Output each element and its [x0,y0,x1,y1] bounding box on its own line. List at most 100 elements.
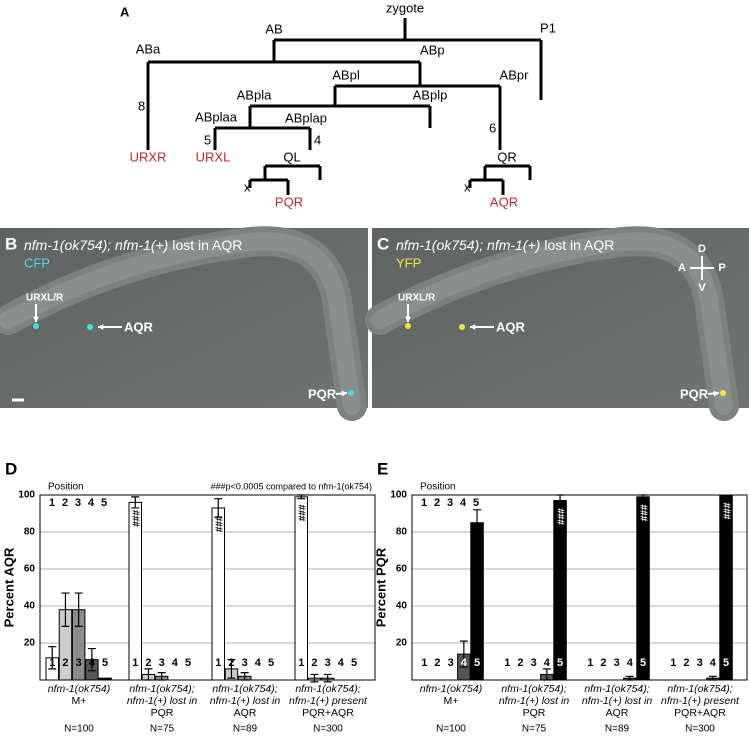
arrow-head [33,316,39,322]
bar-position-label: 2 [517,657,523,669]
n-label: N=75 [522,724,547,735]
y-axis-label: Percent AQR [1,547,16,627]
significance: ### [130,510,141,527]
arrow-head [98,324,104,330]
worm-core [371,232,733,415]
n-label: N=300 [685,724,715,735]
bar-position-label: 5 [557,657,563,669]
cell-label: URXL/R [26,293,64,304]
y-tick-label: 20 [396,638,408,649]
n-label: N=300 [313,724,343,735]
lineage-tree: A zygote AB P1 ABa ABp ABpl ABpr ABpla A… [120,0,556,209]
cell-label: URXL/R [398,293,436,304]
x-category-label: PQR+AQR [674,707,726,719]
x-category-label: PQR [523,707,546,719]
x-category-label: PQR [151,707,174,719]
death-mark: x [464,179,471,194]
x-category-label: nfm-1(ok754) [420,683,482,695]
arrow-head [470,324,476,330]
bar-position-label: 5 [102,657,108,669]
cell-label: AQR [124,319,154,334]
condition: lost in AQR [172,237,242,253]
bar [98,677,112,681]
y-tick-label: 100 [390,490,407,501]
x-category-label: nfm-1(+) present [661,695,740,707]
node-label: ABpr [500,67,530,82]
position-number: 2 [434,497,440,509]
x-category-label: nfm-1(ok754); [295,683,360,695]
cell-signal [720,390,726,396]
position-label: Position [48,482,84,493]
channel-label: YFP [396,255,421,270]
x-category-label: nfm-1(+) lost in [210,695,280,707]
y-tick-label: 40 [396,601,408,612]
compass-label: P [718,262,725,274]
n-label: N=89 [233,724,258,735]
bar-position-label: 3 [531,657,537,669]
bar [211,507,225,681]
bar-position-label: 3 [697,657,703,669]
node-label: QR [497,149,517,164]
panel-label: C [377,234,389,253]
bar-position-label: 4 [338,657,345,669]
error-bar [310,673,319,683]
division-count: 5 [204,132,211,147]
terminal-label: PQR [275,194,303,209]
panel-title: nfm-1(ok754); nfm-1(+) lost in AQR [396,237,614,253]
bar-position-label: 2 [434,657,440,669]
division-count: 8 [138,98,145,113]
bar-position-label: 2 [228,657,234,669]
x-category-label: nfm-1(ok754); [584,683,649,695]
bar-position-label: 5 [723,657,729,669]
x-category-label: nfm-1(+) lost in [582,695,652,707]
y-tick-label: 80 [396,527,408,538]
position-number: 5 [101,497,107,509]
cell-label: PQR [680,386,709,401]
compass-label: A [678,262,686,274]
cell-signal [459,324,465,330]
bar-position-label: 4 [544,657,551,669]
x-category-label: nfm-1(ok754); [212,683,277,695]
bar-position-label: 4 [255,657,262,669]
position-number: 1 [49,497,55,509]
plot-frame [39,494,376,681]
cell-signal [405,323,411,329]
significance: ### [554,508,565,525]
bar-position-label: 2 [600,657,606,669]
cell-signal [33,323,39,329]
n-label: N=100 [64,724,94,735]
x-category-label: nfm-1(ok754); [667,683,732,695]
node-label: ABpl [332,67,360,82]
bar-position-label: 4 [627,657,634,669]
bar [636,496,650,681]
panel-label: E [377,459,388,478]
error-bar [48,646,57,670]
bar-position-label: 5 [351,657,357,669]
bar-position-label: 1 [587,657,593,669]
y-tick-label: 80 [24,527,36,538]
position-number: 3 [75,497,81,509]
terminal-label: URXR [130,149,167,164]
error-bar [459,640,468,668]
error-bar [297,494,306,500]
node-label: ABplp [413,87,448,102]
channel-label: CFP [24,255,50,270]
bar-position-label: 4 [710,657,717,669]
significance: ### [296,505,307,522]
bar [128,501,142,681]
cell-signal [348,390,354,396]
compass-label: D [698,243,706,255]
bar-position-label: 1 [421,657,427,669]
position-number: 2 [62,497,68,509]
bar-position-label: 3 [159,657,165,669]
error-bar [708,675,717,681]
x-category-label: nfm-1(ok754); [501,683,566,695]
position-number: 3 [447,497,453,509]
error-bar [61,592,70,627]
y-axis-label: Percent PQR [373,547,388,627]
error-bar [556,494,565,507]
position-number: 1 [421,497,427,509]
